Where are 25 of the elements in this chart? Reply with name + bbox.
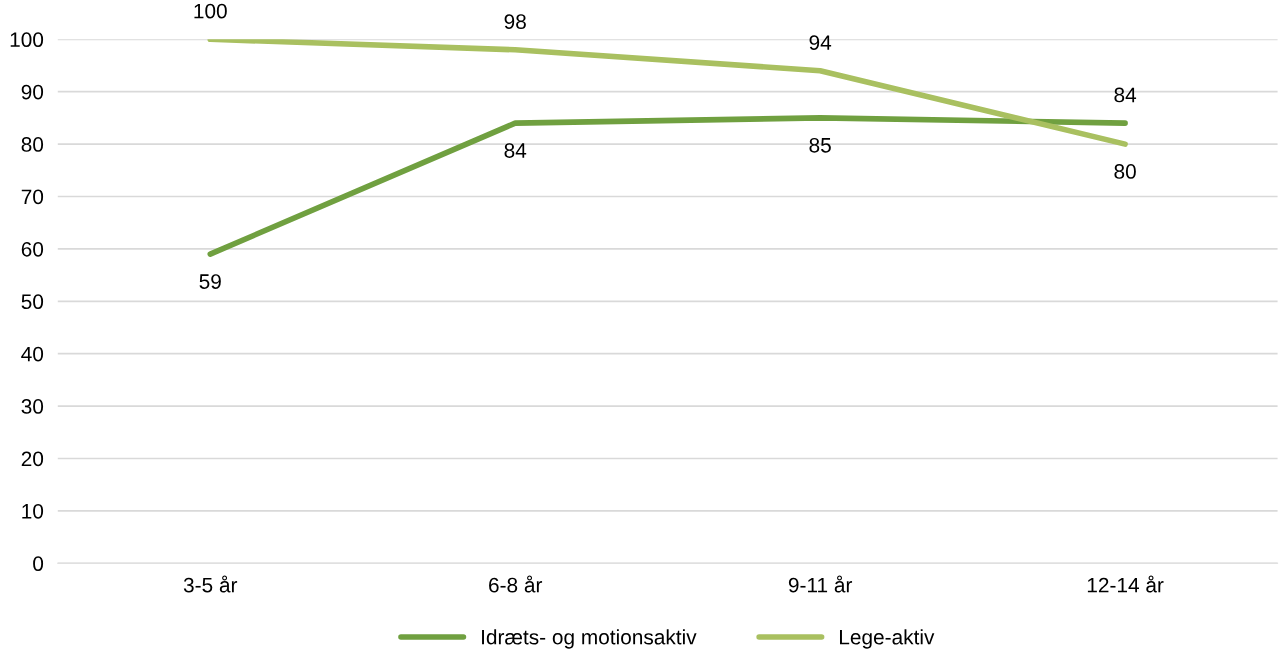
y-tick-label: 60 xyxy=(21,241,44,257)
data-label: 85 xyxy=(809,137,831,153)
data-label: 94 xyxy=(809,35,832,50)
y-tick-label: 50 xyxy=(21,294,44,310)
data-label: 84 xyxy=(1114,87,1137,103)
x-tick-label: 12-14 år xyxy=(1087,575,1164,593)
y-tick-label: 70 xyxy=(21,189,44,205)
legend-label: Idræts- og motionsaktiv xyxy=(482,629,697,649)
data-label: 100 xyxy=(194,3,227,19)
y-tick-label: 0 xyxy=(33,556,44,572)
y-tick-label: 90 xyxy=(21,84,44,100)
y-tick-label: 10 xyxy=(22,503,44,519)
data-label: 84 xyxy=(504,143,527,158)
y-tick-label: 30 xyxy=(21,399,44,414)
data-label: 80 xyxy=(1114,164,1136,179)
y-tick-label: 40 xyxy=(21,346,44,362)
x-tick-label: 9-11 år xyxy=(788,575,853,593)
data-label: 98 xyxy=(504,14,526,29)
legend-label: Lege-aktiv xyxy=(840,629,935,649)
x-tick-label: 6-8 år xyxy=(489,575,543,593)
y-tick-label: 80 xyxy=(21,137,44,152)
y-tick-label: 100 xyxy=(10,32,44,48)
y-tick-label: 20 xyxy=(21,451,44,467)
x-tick-label: 3-5 år xyxy=(183,575,238,593)
data-label: 59 xyxy=(199,274,221,289)
